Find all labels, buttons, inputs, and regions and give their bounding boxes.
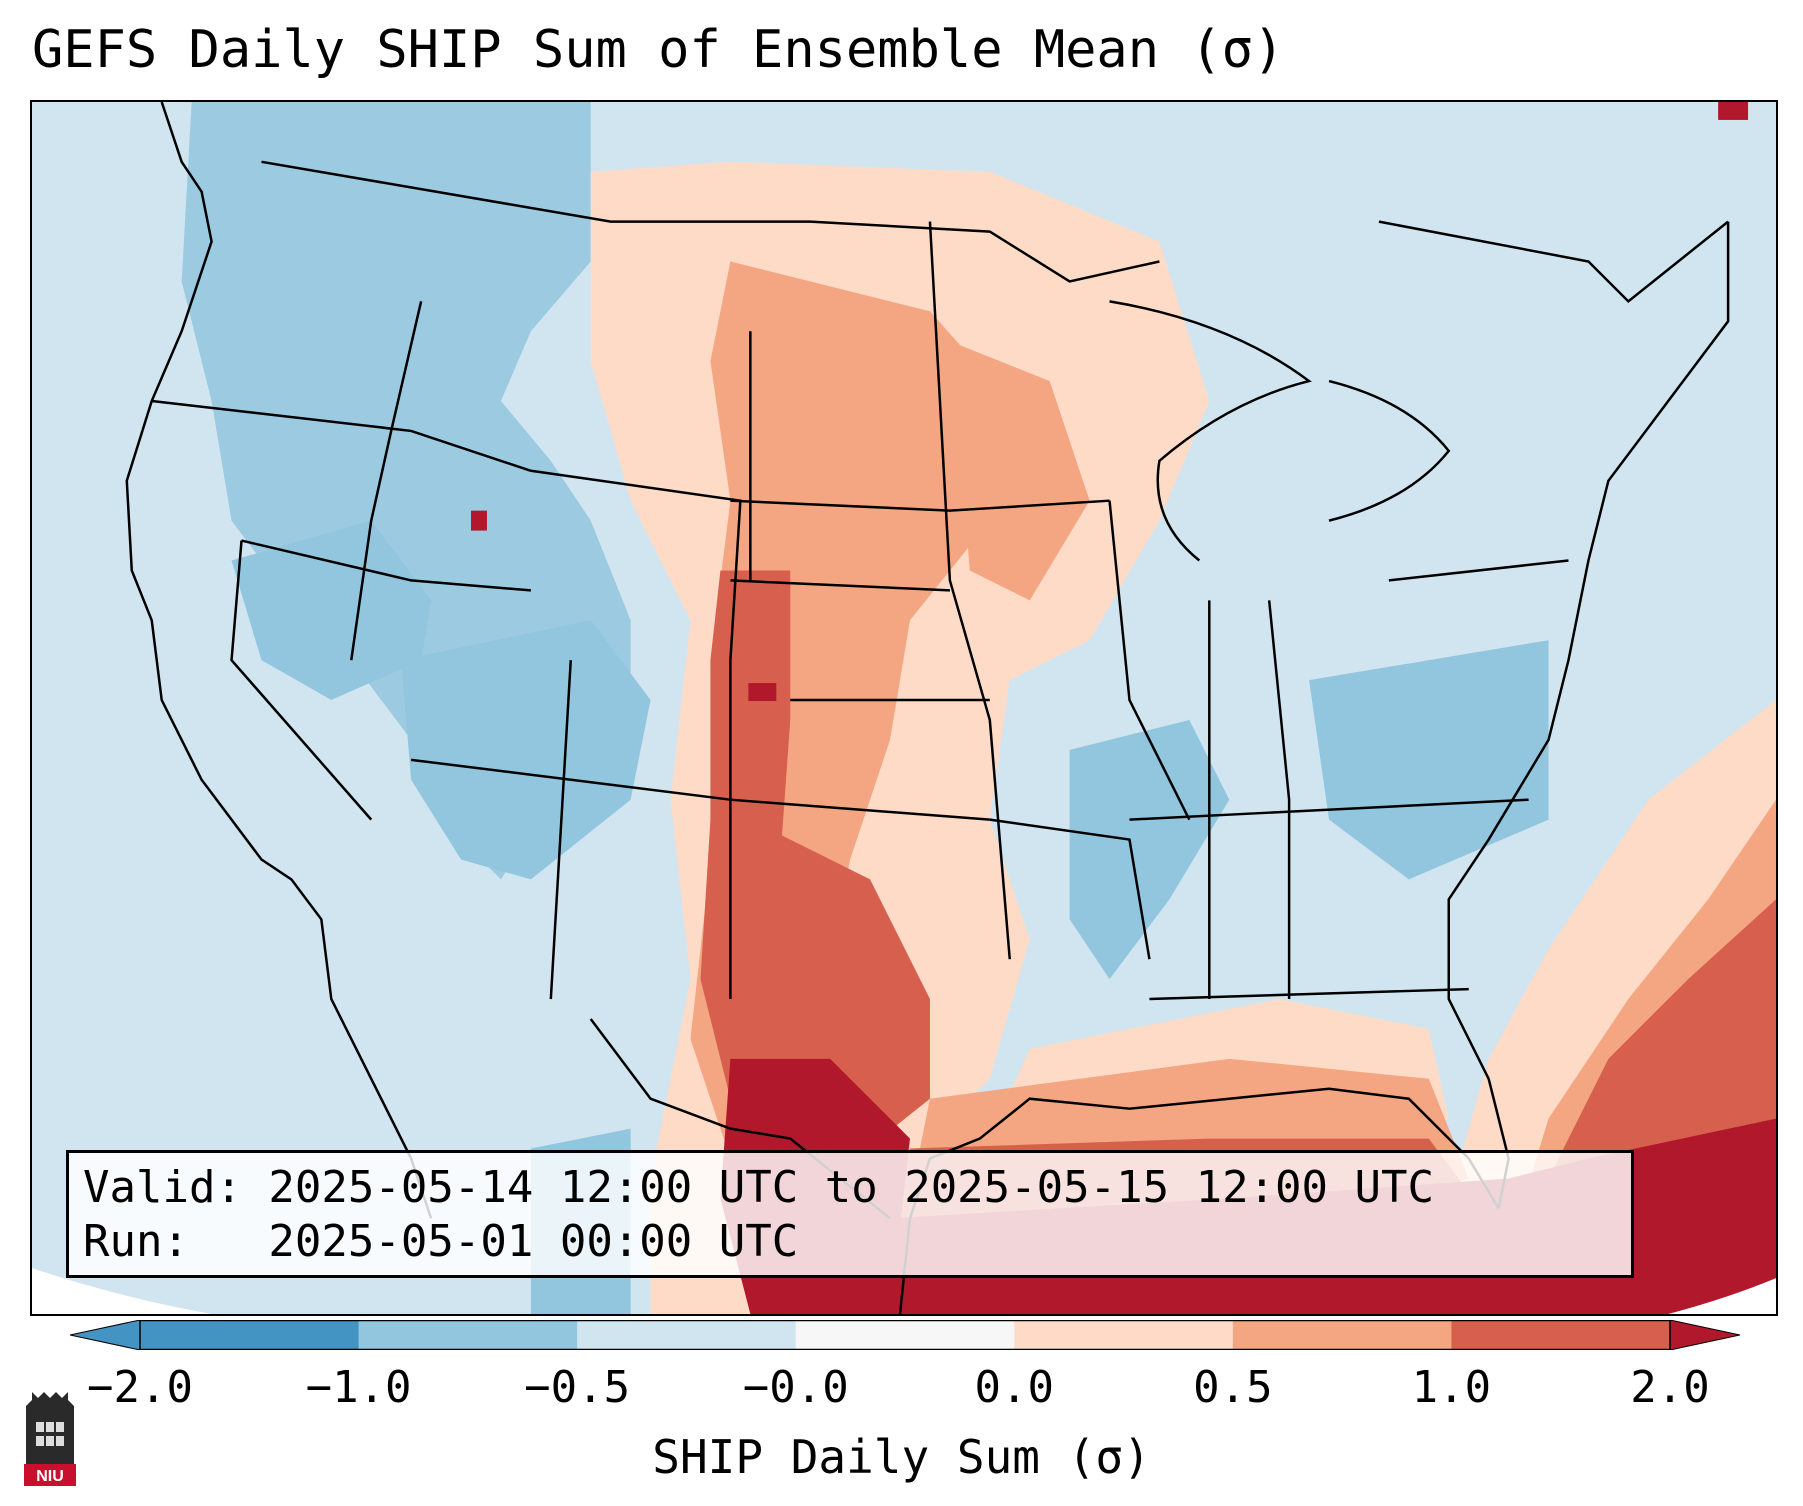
colorbar bbox=[70, 1320, 1740, 1350]
negative-patch-nevada bbox=[231, 520, 432, 701]
colorbar-bin bbox=[577, 1320, 797, 1350]
negative-patch-utah-colorado bbox=[401, 620, 651, 880]
projection-edge-left bbox=[32, 1268, 212, 1314]
valid-run-info-box: Valid: 2025-05-14 12:00 UTC to 2025-05-1… bbox=[66, 1150, 1634, 1278]
colorbar-bin bbox=[140, 1320, 360, 1350]
colorbar-tick-label: 2.0 bbox=[1630, 1362, 1710, 1413]
border-canada-west bbox=[261, 160, 1160, 283]
state-line-tn-ky bbox=[1129, 798, 1529, 821]
colorbar-label: SHIP Daily Sum (σ) bbox=[652, 1430, 1151, 1484]
border-canada-east bbox=[1378, 220, 1729, 304]
colorbar-outline bbox=[139, 1320, 1671, 1350]
state-line-gulf-states bbox=[1149, 987, 1469, 1001]
colorbar-tick-label: 0.0 bbox=[974, 1362, 1055, 1413]
colorbar-bin bbox=[795, 1320, 1015, 1350]
colorbar-extend-high bbox=[1669, 1320, 1740, 1350]
colorbar-tick-label: −0.0 bbox=[742, 1362, 849, 1413]
colorbar-bin bbox=[1232, 1320, 1452, 1350]
chart-title: GEFS Daily SHIP Sum of Ensemble Mean (σ) bbox=[32, 20, 1285, 80]
colorbar-tick-label: −0.5 bbox=[524, 1362, 631, 1413]
colorbar-tick-label: 1.0 bbox=[1411, 1362, 1492, 1413]
map-panel bbox=[30, 100, 1778, 1316]
colorbar-bins bbox=[70, 1320, 1740, 1350]
positive-extreme-spot-utah bbox=[470, 510, 487, 531]
positive-extreme-spot-north bbox=[1718, 102, 1749, 120]
logo-text: NIU bbox=[36, 1468, 64, 1485]
colorbar-tick-label: −2.0 bbox=[87, 1362, 193, 1413]
state-line-pa-ny bbox=[1388, 559, 1569, 582]
colorbar-bin bbox=[1014, 1320, 1234, 1350]
state-line-id-wy bbox=[350, 301, 423, 661]
coastline-great-lakes bbox=[1109, 300, 1312, 562]
run-time-text: Run: 2025-05-01 00:00 UTC bbox=[83, 1216, 799, 1267]
anomaly-field bbox=[32, 102, 1776, 1314]
valid-time-text: Valid: 2025-05-14 12:00 UTC to 2025-05-1… bbox=[83, 1162, 1435, 1213]
colorbar-tick-label: −1.0 bbox=[305, 1362, 412, 1413]
coastline-west bbox=[125, 102, 433, 1219]
colorbar-tick-label: 0.5 bbox=[1193, 1362, 1273, 1413]
niu-logo: NIU bbox=[24, 1392, 76, 1486]
colorbar-bin bbox=[1451, 1320, 1671, 1350]
positive-extreme-spot-colorado bbox=[748, 683, 777, 702]
coastline-east bbox=[1447, 221, 1730, 1209]
state-line-nv-az bbox=[230, 540, 373, 821]
state-line-az-nm bbox=[549, 660, 573, 1000]
negative-patch-mississippi bbox=[1069, 719, 1230, 980]
state-line-sd-ne bbox=[730, 499, 1110, 512]
state-line-oh-wv bbox=[1267, 600, 1291, 1000]
colorbar-extend-low bbox=[70, 1320, 141, 1350]
map-canvas bbox=[32, 102, 1776, 1314]
coastline-lake-huron bbox=[1328, 379, 1451, 522]
state-line-plains-east bbox=[928, 221, 1012, 960]
state-line-ne-ks bbox=[730, 579, 950, 592]
state-line-or-id bbox=[151, 399, 532, 472]
negative-patch-appalachia bbox=[1309, 640, 1549, 880]
positive-mid-iowa bbox=[949, 341, 1090, 601]
state-line-ok-ar bbox=[989, 818, 1151, 960]
colorbar-bin bbox=[358, 1320, 578, 1350]
projection-edge-right bbox=[1668, 1278, 1776, 1314]
state-line-mo-il bbox=[1108, 500, 1191, 821]
state-line-ca-nv bbox=[241, 539, 531, 592]
